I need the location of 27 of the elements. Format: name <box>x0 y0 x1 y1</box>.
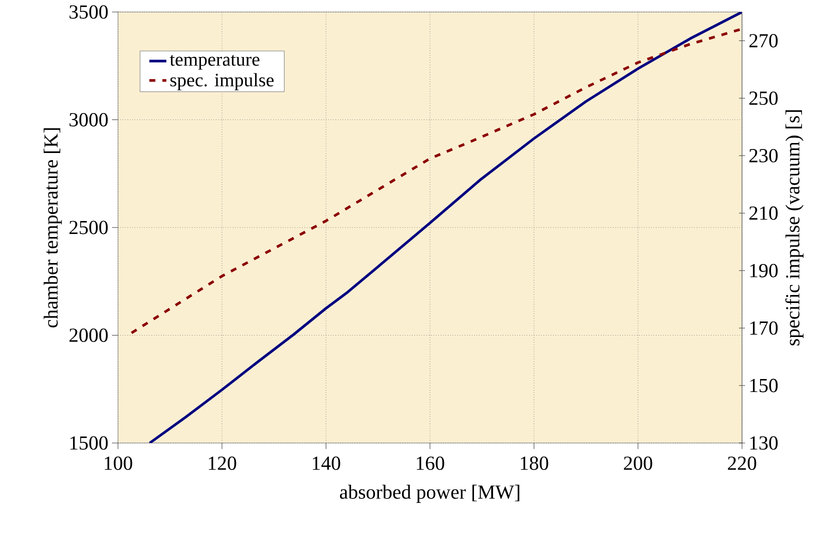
y-tick-label: 2500 <box>70 220 108 234</box>
y-tick-label: 2000 <box>70 328 108 342</box>
y2-axis-title: specific impulse (vacuum) [s] <box>785 110 804 346</box>
x-tick-label: 140 <box>312 456 340 470</box>
x-axis-title: absorbed power [MW] <box>340 484 520 503</box>
y2-tick-label: 150 <box>750 378 778 392</box>
x-tick-label: 100 <box>104 456 132 470</box>
legend-label: spec. impulse <box>170 73 274 90</box>
y-axis-title: chamber temperature [K] <box>44 128 62 328</box>
y2-tick-label: 170 <box>750 321 778 335</box>
legend-label: temperature <box>170 54 260 70</box>
y2-tick-label: 230 <box>749 148 778 162</box>
y-tick-label: 3500 <box>70 5 108 19</box>
x-tick-label: 160 <box>416 456 444 470</box>
x-tick-label: 120 <box>208 456 236 470</box>
x-tick-label: 200 <box>624 456 652 470</box>
y2-tick-label: 270 <box>749 34 778 48</box>
x-tick-label: 220 <box>728 456 756 470</box>
y2-tick-label: 190 <box>750 264 778 278</box>
y-tick-label: 1500 <box>70 436 108 450</box>
line-series <box>148 12 742 443</box>
y2-tick-label: 250 <box>749 91 778 105</box>
y2-tick-label: 210 <box>749 206 778 220</box>
line-series <box>130 28 742 334</box>
x-tick-label: 180 <box>520 456 548 470</box>
y-tick-label: 3000 <box>70 113 108 126</box>
y2-tick-label: 130 <box>750 436 778 450</box>
